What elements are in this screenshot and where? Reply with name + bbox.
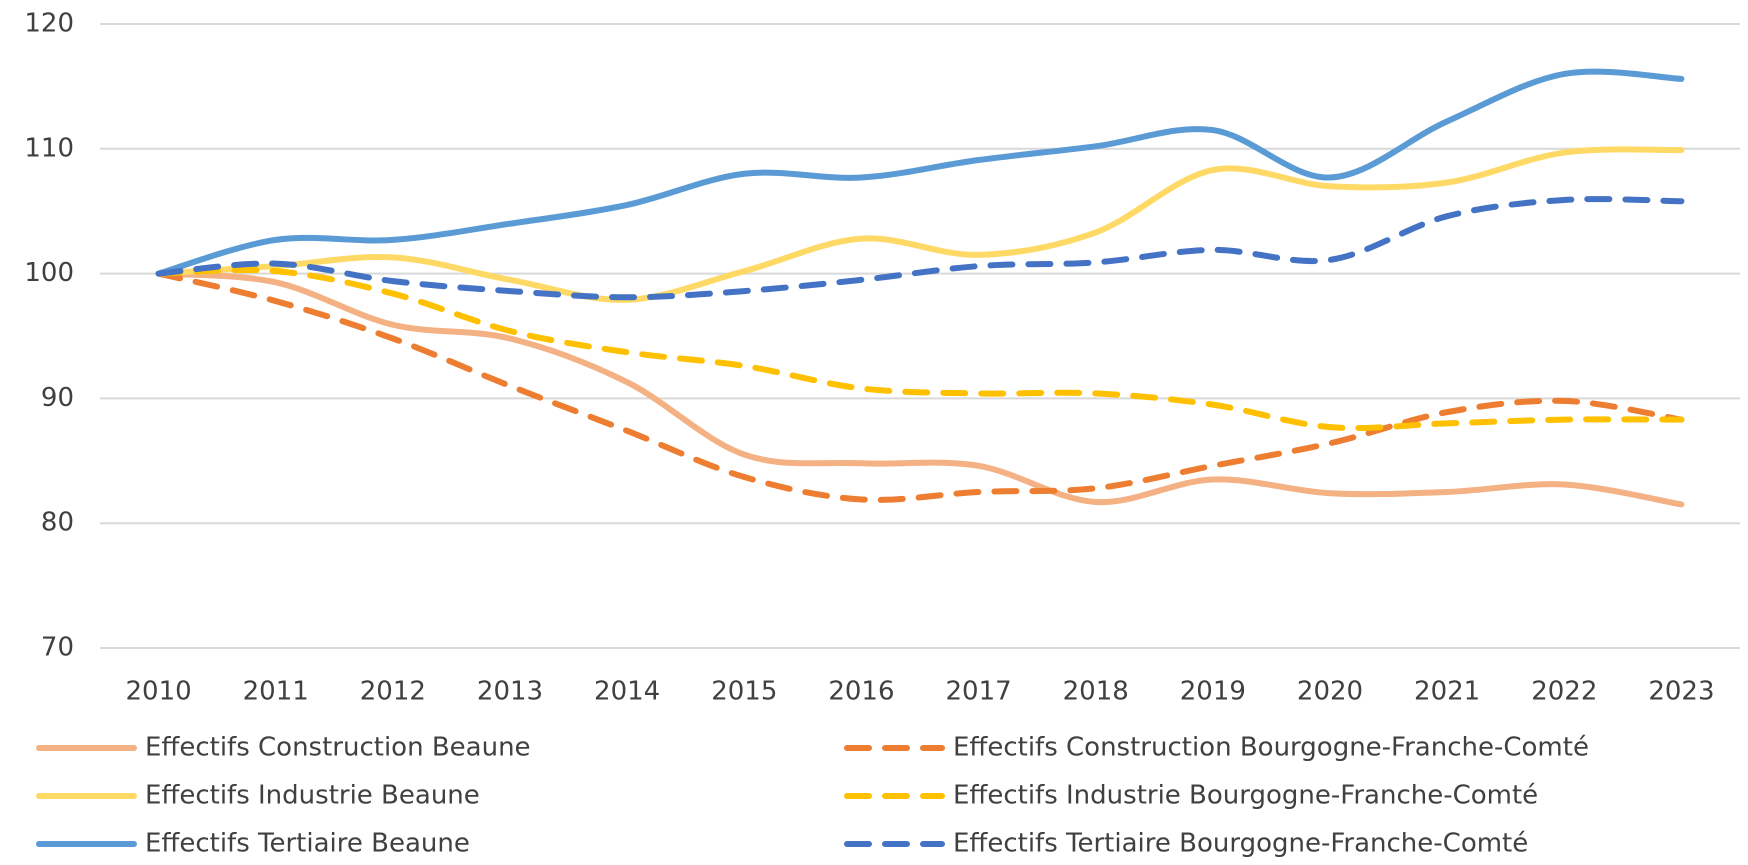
legend-label: Effectifs Construction Bourgogne-Franche…: [953, 733, 1589, 763]
x-tick-label: 2011: [243, 677, 309, 707]
series-line: [155, 146, 1685, 303]
series-line: [155, 270, 1685, 508]
y-tick-label: 90: [41, 383, 74, 413]
x-tick-label: 2016: [828, 677, 894, 707]
series-line: [155, 68, 1685, 277]
y-tick-label: 120: [24, 9, 74, 39]
series-line: [155, 267, 1685, 432]
x-tick-label: 2017: [945, 677, 1011, 707]
legend-label: Effectifs Tertiaire Beaune: [145, 829, 470, 859]
x-tick-label: 2014: [594, 677, 660, 707]
legend-label: Effectifs Industrie Bourgogne-Franche-Co…: [953, 781, 1538, 811]
x-tick-label: 2012: [360, 677, 426, 707]
x-tick-label: 2021: [1414, 677, 1480, 707]
series-line: [155, 196, 1685, 301]
legend-label: Effectifs Construction Beaune: [145, 733, 531, 763]
y-tick-label: 80: [41, 508, 74, 538]
x-tick-label: 2020: [1297, 677, 1363, 707]
y-tick-label: 110: [24, 133, 74, 163]
x-tick-label: 2015: [711, 677, 777, 707]
y-tick-label: 70: [41, 633, 74, 663]
x-tick-label: 2022: [1531, 677, 1597, 707]
x-tick-label: 2010: [125, 677, 191, 707]
y-tick-label: 100: [24, 258, 74, 288]
x-tick-label: 2013: [477, 677, 543, 707]
x-tick-label: 2023: [1648, 677, 1714, 707]
x-tick-label: 2019: [1180, 677, 1246, 707]
series-line: [155, 270, 1685, 503]
x-tick-label: 2018: [1063, 677, 1129, 707]
legend-label: Effectifs Tertiaire Bourgogne-Franche-Co…: [953, 829, 1528, 859]
legend-label: Effectifs Industrie Beaune: [145, 781, 480, 811]
